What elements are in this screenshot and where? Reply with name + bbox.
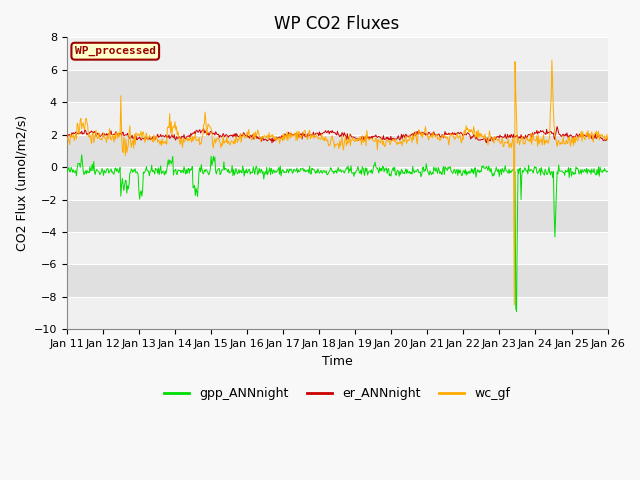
X-axis label: Time: Time <box>322 355 353 368</box>
er_ANNnight <box>128 132 136 138</box>
Line: wc_gf: wc_gf <box>67 60 607 305</box>
Legend: gpp_ANNnight, er_ANNnight, wc_gf: gpp_ANNnight, er_ANNnight, wc_gf <box>159 382 515 405</box>
er_ANNnight <box>554 124 561 130</box>
gpp_ANNnight <box>419 164 427 170</box>
gpp_ANNnight <box>404 167 412 173</box>
wc_gf <box>212 140 220 146</box>
wc_gf <box>511 302 518 308</box>
Bar <box>67 297 607 329</box>
gpp_ANNnight <box>212 171 220 177</box>
er_ANNnight <box>63 133 70 139</box>
wc_gf <box>548 57 556 63</box>
er_ANNnight <box>183 133 191 139</box>
wc_gf <box>419 134 426 140</box>
Line: gpp_ANNnight: gpp_ANNnight <box>67 155 607 312</box>
Title: WP CO2 Fluxes: WP CO2 Fluxes <box>275 15 400 33</box>
Bar <box>67 167 607 200</box>
wc_gf <box>604 137 611 143</box>
Line: er_ANNnight: er_ANNnight <box>67 127 607 143</box>
er_ANNnight <box>268 140 276 145</box>
gpp_ANNnight <box>513 309 520 314</box>
wc_gf <box>403 141 410 146</box>
gpp_ANNnight <box>78 152 86 157</box>
Bar <box>67 102 607 135</box>
Text: WP_processed: WP_processed <box>75 46 156 56</box>
er_ANNnight <box>604 136 611 142</box>
wc_gf <box>72 136 80 142</box>
Y-axis label: CO2 Flux (umol/m2/s): CO2 Flux (umol/m2/s) <box>15 115 28 252</box>
er_ANNnight <box>419 130 427 135</box>
Bar <box>67 135 607 167</box>
gpp_ANNnight <box>63 167 70 173</box>
Bar <box>67 70 607 102</box>
gpp_ANNnight <box>72 173 80 179</box>
gpp_ANNnight <box>129 169 137 175</box>
wc_gf <box>128 140 136 145</box>
gpp_ANNnight <box>184 167 191 172</box>
wc_gf <box>183 135 191 141</box>
er_ANNnight <box>72 131 80 137</box>
Bar <box>67 264 607 297</box>
gpp_ANNnight <box>604 168 611 174</box>
Bar <box>67 37 607 70</box>
er_ANNnight <box>212 129 220 135</box>
Bar <box>67 200 607 232</box>
er_ANNnight <box>404 133 412 139</box>
wc_gf <box>63 132 70 137</box>
Bar <box>67 232 607 264</box>
